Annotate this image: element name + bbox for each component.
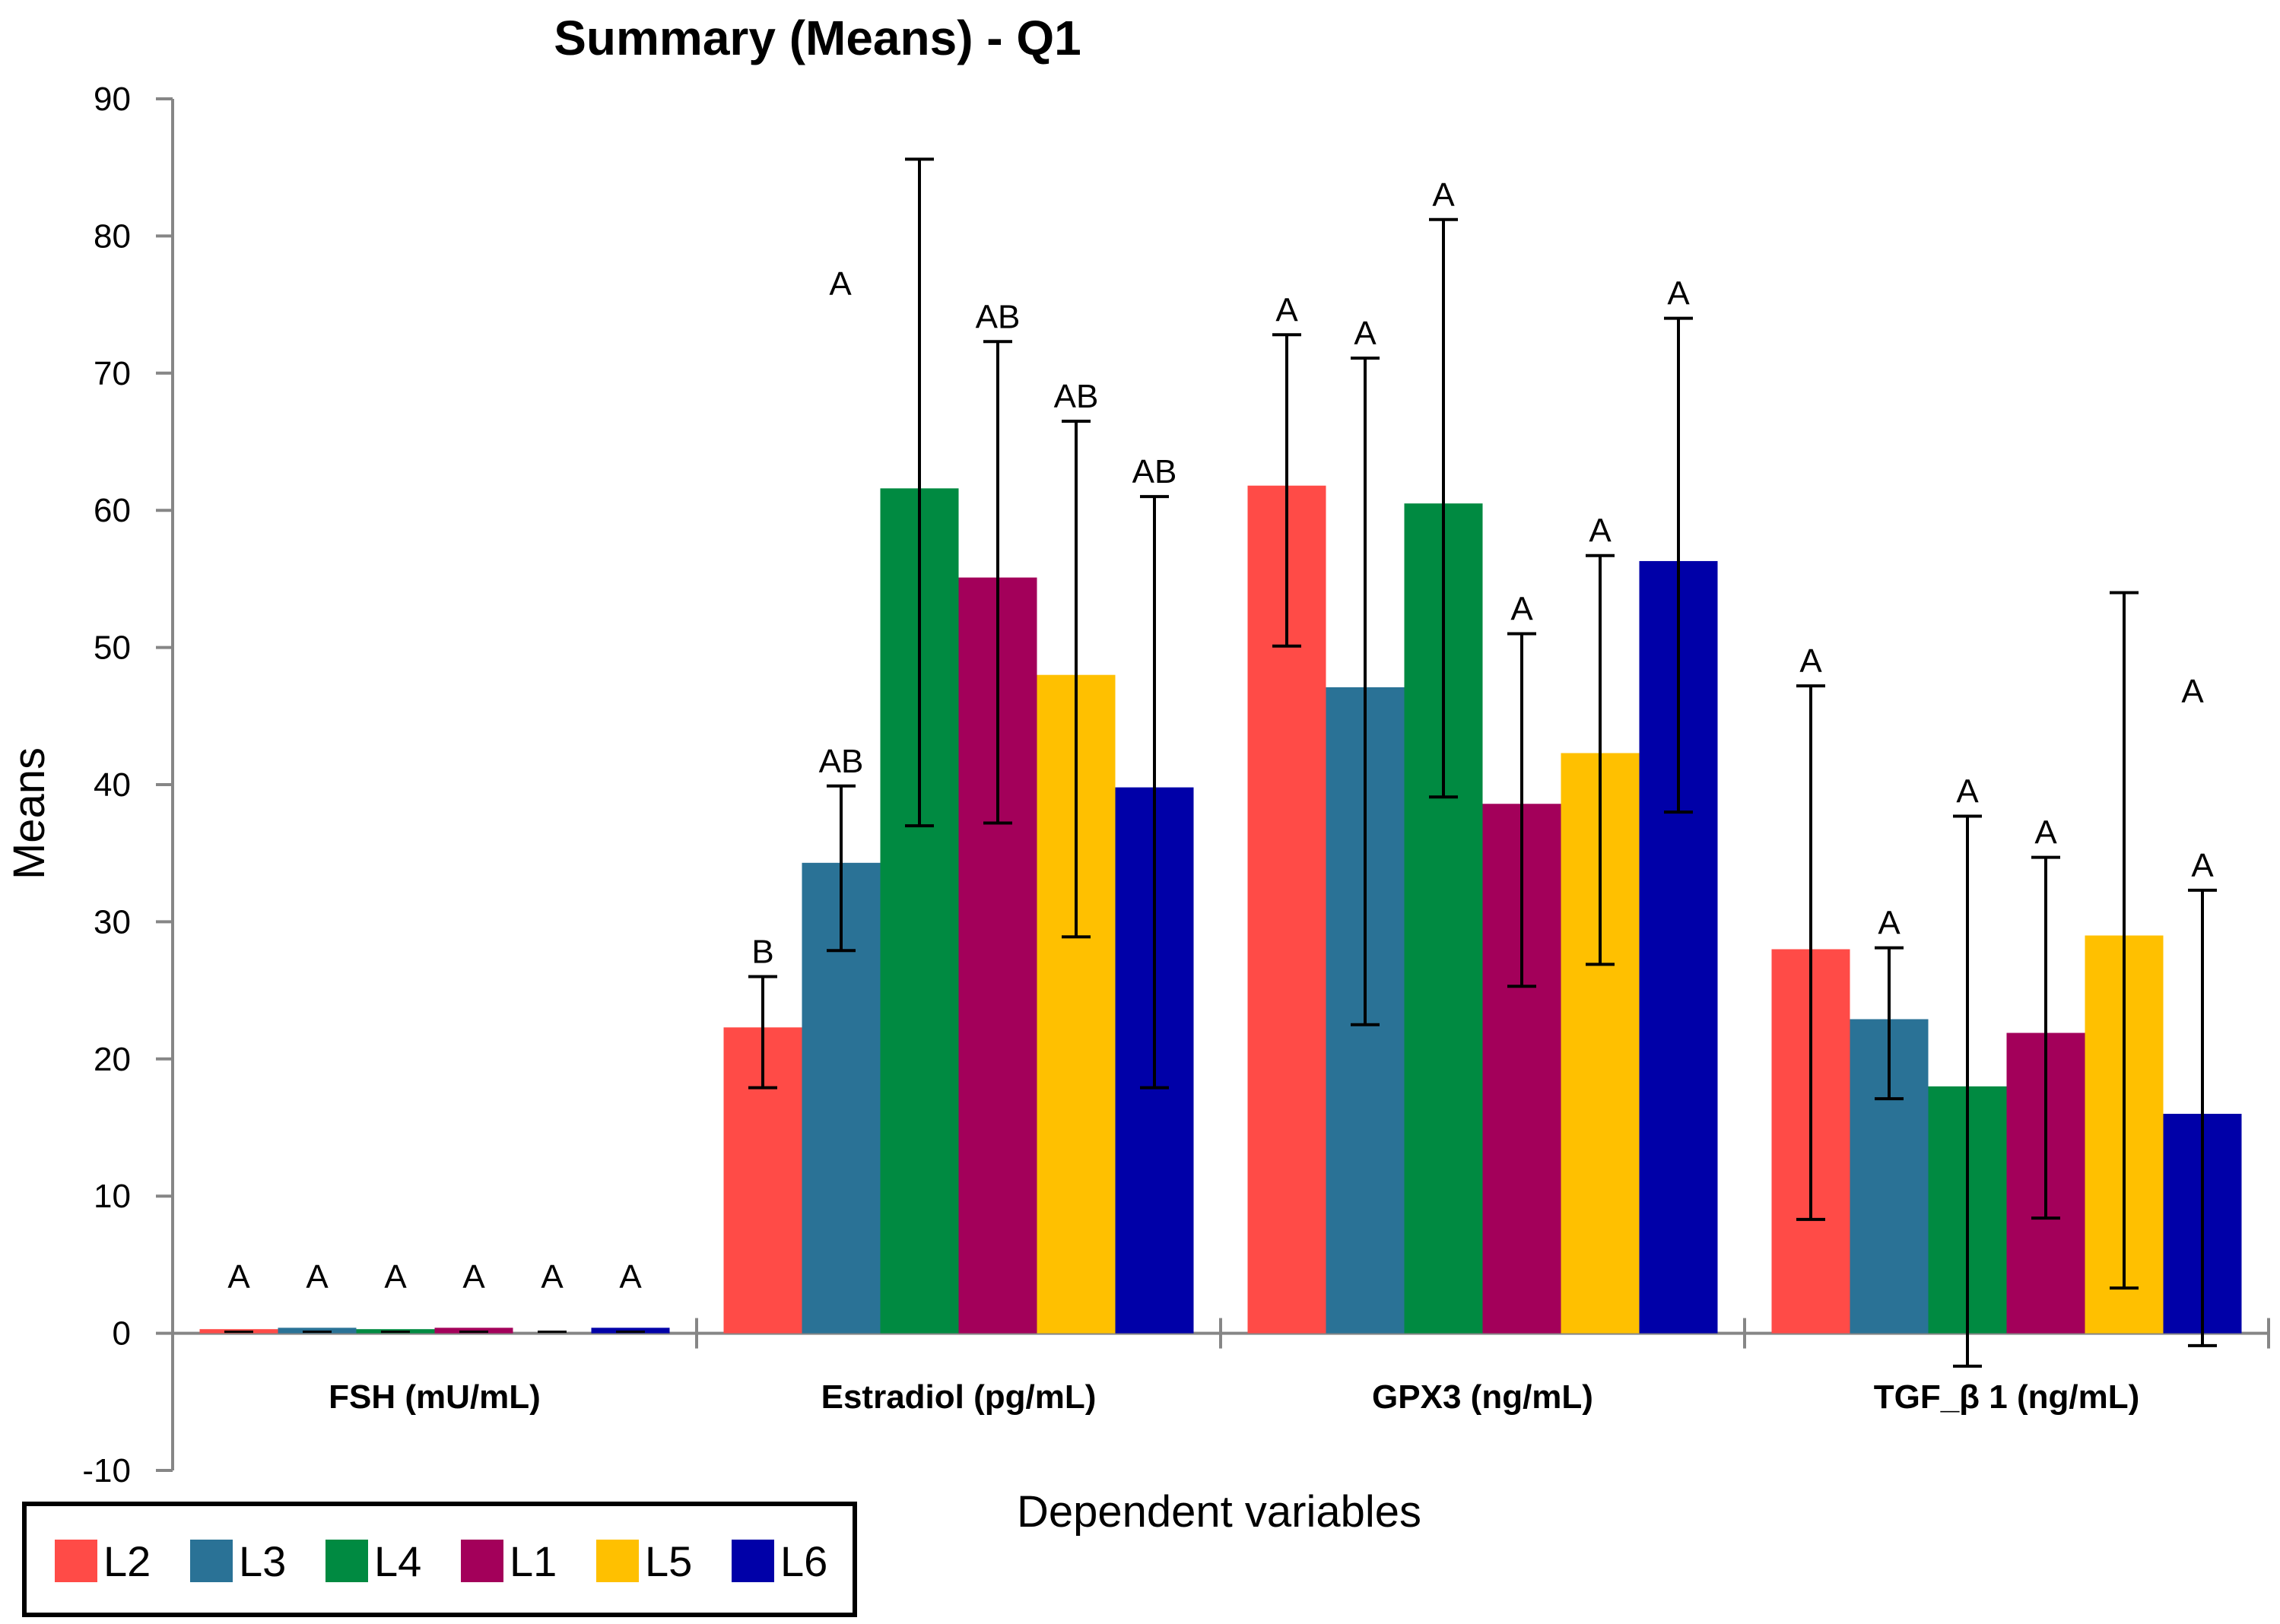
- significance-label: A: [619, 1258, 642, 1296]
- y-tick-label: 40: [94, 766, 131, 804]
- significance-label: AB: [819, 743, 864, 780]
- y-tick-label: 10: [94, 1178, 131, 1215]
- x-category-label: Estradiol (pg/mL): [821, 1378, 1097, 1416]
- significance-label: A: [541, 1258, 564, 1296]
- legend: L2 L3 L4 L1 L5 L6: [22, 1502, 857, 1617]
- significance-label: A: [2191, 847, 2214, 884]
- legend-label-l6: L6: [780, 1537, 827, 1585]
- legend-label-l1: L1: [510, 1537, 557, 1585]
- significance-label: A: [2034, 814, 2057, 852]
- bar-l6: [591, 1327, 670, 1334]
- bar-l3: [278, 1327, 357, 1334]
- legend-box: [22, 1502, 857, 1617]
- bars-group: [199, 485, 2242, 1334]
- significance-label: A: [384, 1258, 407, 1296]
- x-category-label: TGF_β 1 (ng/mL): [1874, 1378, 2140, 1416]
- x-category-label: FSH (mU/mL): [329, 1378, 541, 1416]
- significance-label: A: [1667, 275, 1690, 312]
- significance-label: AB: [1054, 378, 1099, 415]
- y-tick-label: 70: [94, 355, 131, 392]
- legend-swatch-l3: [190, 1540, 233, 1582]
- significance-label: A: [462, 1258, 485, 1296]
- significance-label: A: [1432, 176, 1455, 214]
- chart-title: Summary (Means) - Q1: [554, 11, 1081, 65]
- y-tick-label: 80: [94, 217, 131, 255]
- legend-swatch-l5: [596, 1540, 639, 1582]
- significance-label: A: [1956, 772, 1979, 810]
- y-tick-label: -10: [82, 1452, 131, 1489]
- significance-label: A: [1275, 291, 1298, 328]
- significance-label: A: [1510, 591, 1533, 628]
- significance-label: B: [751, 934, 773, 971]
- legend-label-l3: L3: [239, 1537, 286, 1585]
- y-tick-label: 30: [94, 903, 131, 940]
- legend-label-l2: L2: [103, 1537, 151, 1585]
- significance-label: A: [1799, 642, 1822, 680]
- significance-label: A: [829, 265, 852, 303]
- x-axis-label: Dependent variables: [1017, 1487, 1421, 1537]
- y-tick-label: 20: [94, 1041, 131, 1078]
- significance-label: A: [2181, 673, 2204, 710]
- legend-swatch-l1: [461, 1540, 503, 1582]
- error-bars-group: [224, 157, 2217, 1368]
- legend-swatch-l2: [55, 1540, 97, 1582]
- legend-swatch-l6: [732, 1540, 774, 1582]
- significance-label: A: [1354, 315, 1377, 352]
- significance-label: AB: [1132, 453, 1177, 490]
- y-tick-label: 90: [94, 81, 131, 118]
- significance-label: A: [227, 1258, 250, 1296]
- legend-label-l4: L4: [374, 1537, 421, 1585]
- y-tick-label: 0: [113, 1315, 131, 1353]
- y-axis-label: Means: [5, 747, 54, 880]
- y-tick-label: 60: [94, 492, 131, 529]
- bar-l1: [434, 1327, 513, 1334]
- significance-label: AB: [976, 298, 1021, 335]
- y-tick-label: 50: [94, 630, 131, 667]
- significance-label: A: [1589, 512, 1612, 550]
- x-category-label: GPX3 (ng/mL): [1372, 1378, 1593, 1416]
- significance-label: A: [306, 1258, 329, 1296]
- significance-label: A: [1878, 905, 1901, 942]
- legend-swatch-l4: [325, 1540, 368, 1582]
- legend-label-l5: L5: [645, 1537, 692, 1585]
